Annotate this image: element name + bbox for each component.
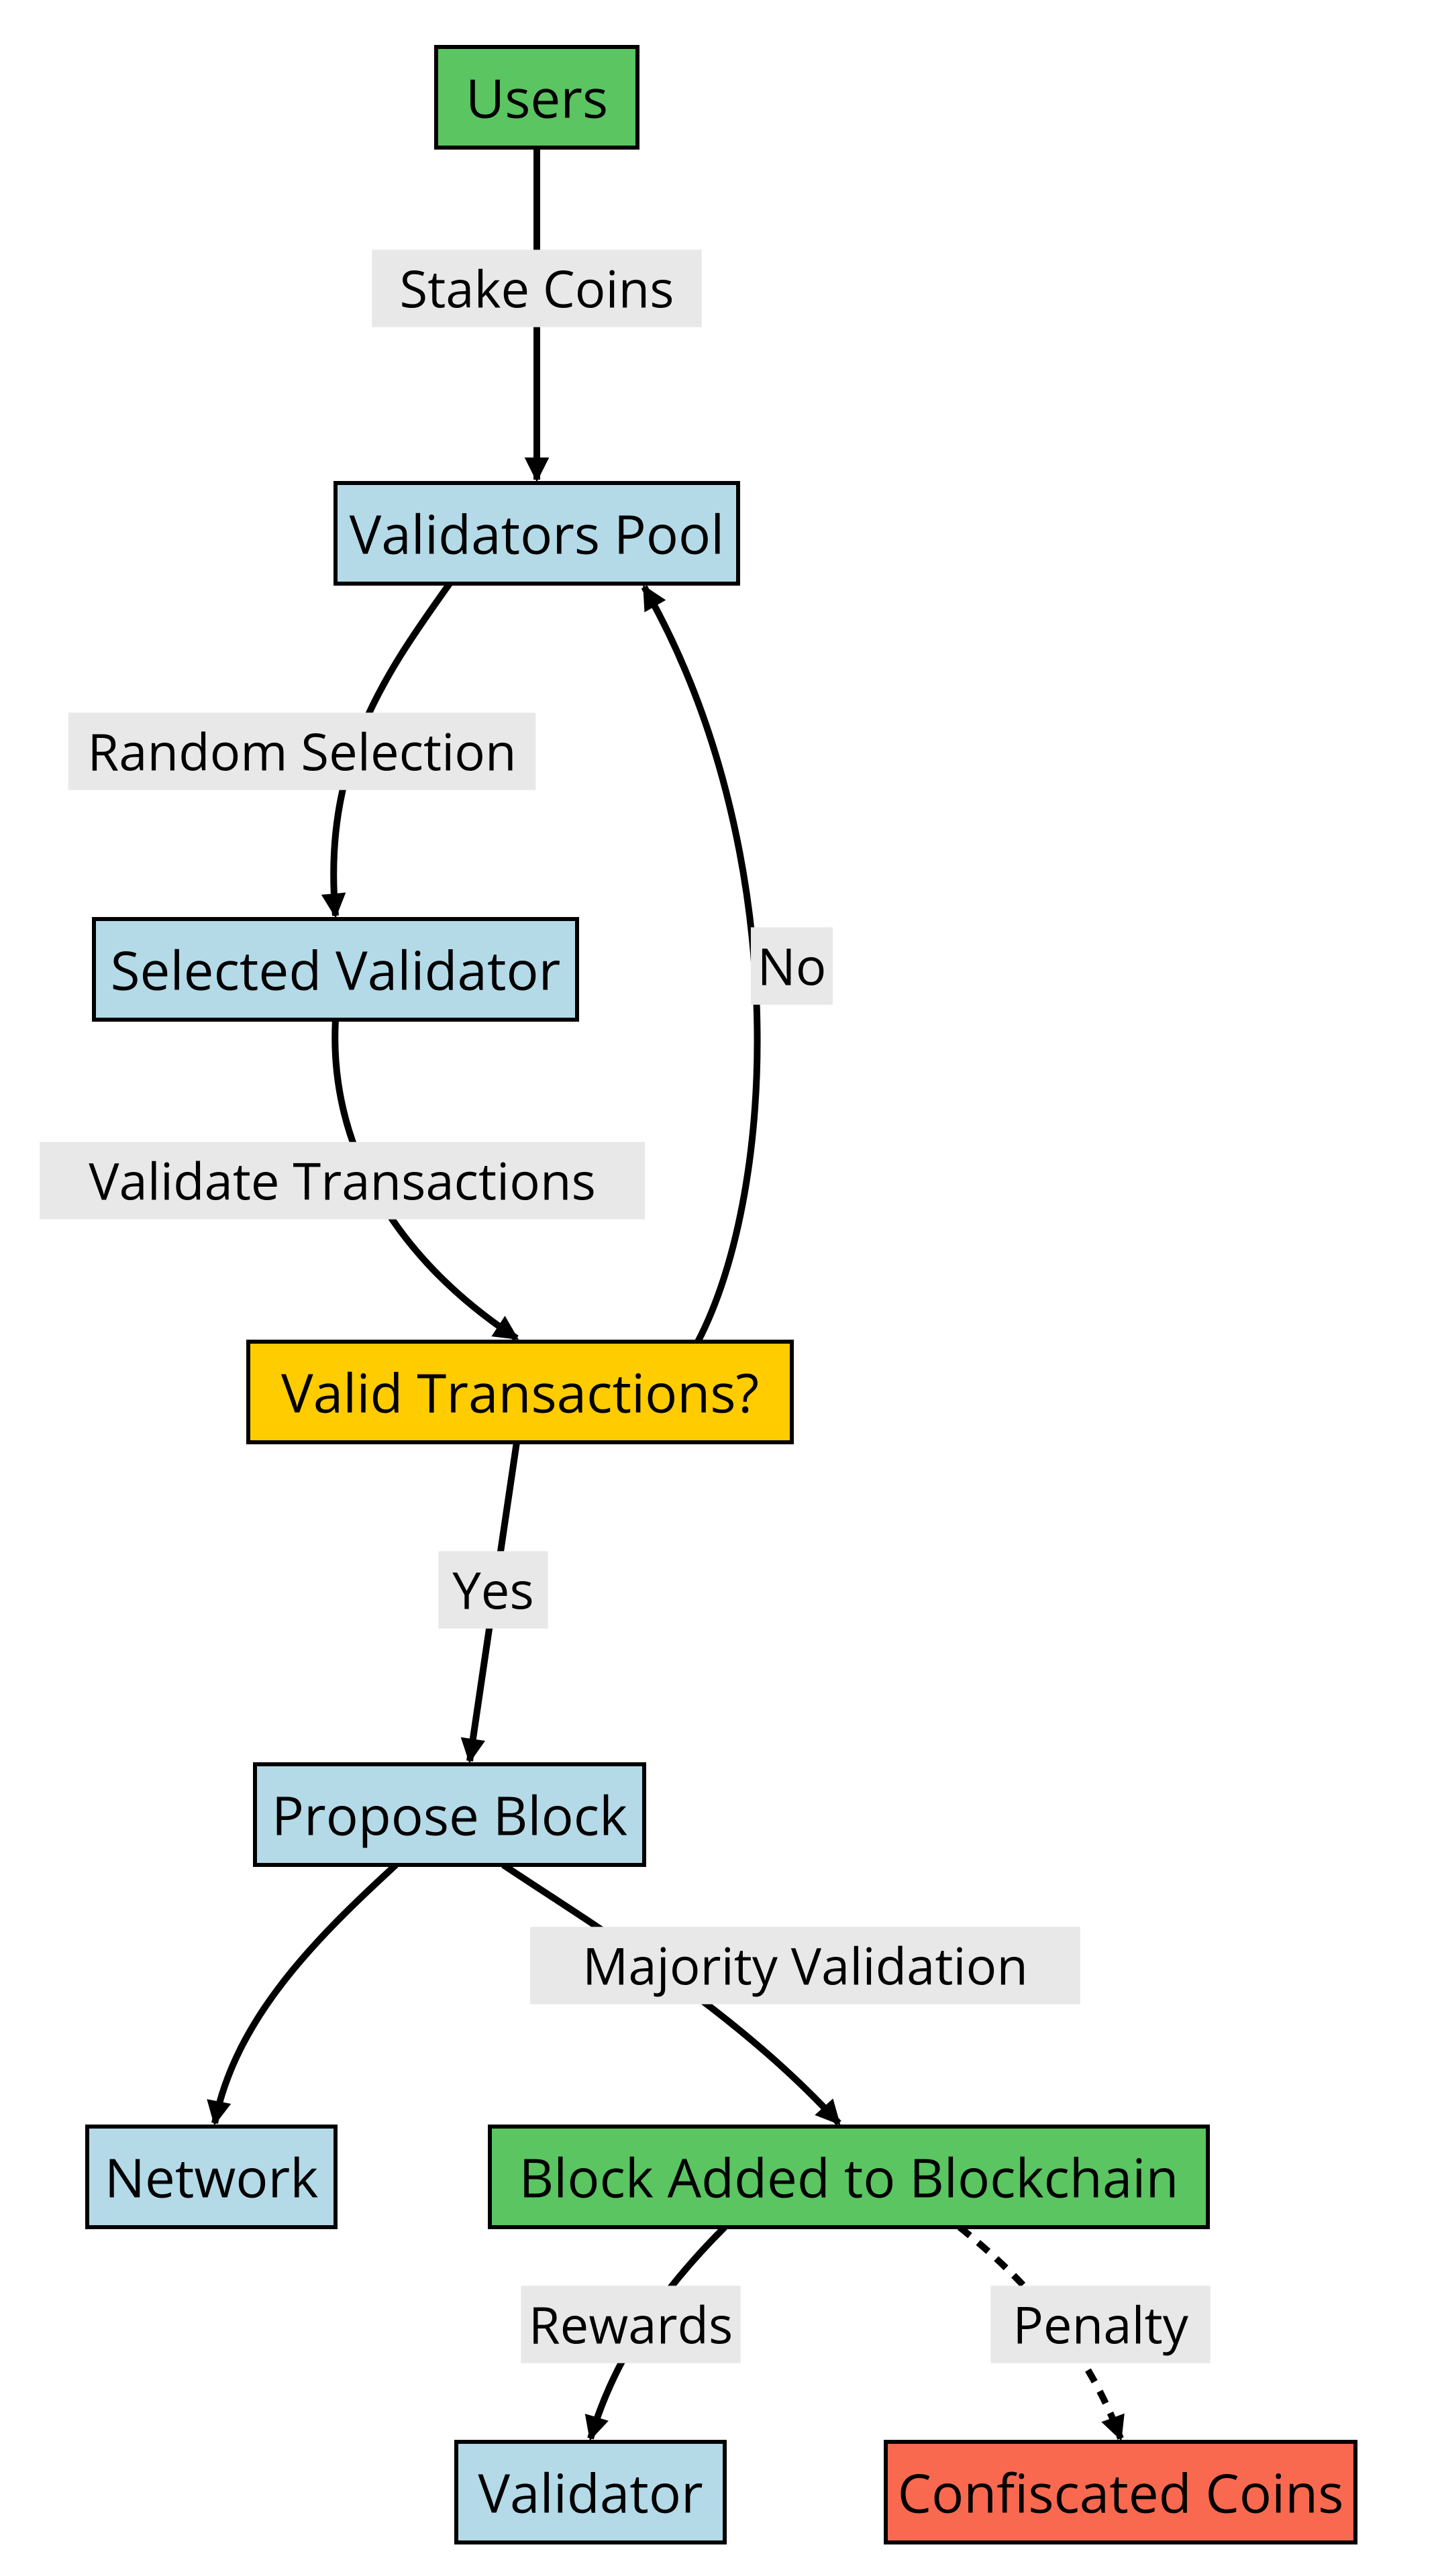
node-pool-label: Validators Pool xyxy=(350,497,725,570)
node-added-label: Block Added to Blockchain xyxy=(519,2141,1178,2214)
svg-text:No: No xyxy=(758,932,827,1001)
node-users-label: Users xyxy=(466,61,608,134)
edge-label-valid-to-pool: No xyxy=(751,927,833,1004)
svg-text:Rewards: Rewards xyxy=(529,2290,733,2359)
node-propose: Propose Block xyxy=(255,1764,644,1865)
edge-label-selected-to-valid: Validate Transactions xyxy=(40,1142,645,1219)
flowchart-diagram: Stake Coins Random Selection Validate Tran… xyxy=(0,0,1438,2576)
edge-label-users-to-pool: Stake Coins xyxy=(372,250,701,327)
node-network-label: Network xyxy=(105,2141,319,2214)
edge-label-valid-to-propose: Yes xyxy=(438,1551,548,1628)
node-selected: Selected Validator xyxy=(94,919,577,1020)
node-propose-label: Propose Block xyxy=(272,1778,627,1851)
node-users: Users xyxy=(436,47,637,148)
node-confiscate: Confiscated Coins xyxy=(886,2442,1355,2542)
node-network: Network xyxy=(87,2127,336,2227)
node-validator-label: Validator xyxy=(478,2456,703,2529)
edge-label-propose-to-added: Majority Validation xyxy=(530,1927,1080,2004)
node-added: Block Added to Blockchain xyxy=(490,2127,1208,2227)
edge-propose-to-network xyxy=(215,1865,396,2123)
svg-text:Random Selection: Random Selection xyxy=(87,717,516,786)
node-valid: Valid Transactions? xyxy=(248,1342,792,1442)
node-pool: Validators Pool xyxy=(336,483,738,584)
edge-valid-to-pool xyxy=(644,587,758,1342)
node-validator: Validator xyxy=(456,2442,725,2542)
svg-text:Validate Transactions: Validate Transactions xyxy=(89,1146,596,1216)
node-valid-label: Valid Transactions? xyxy=(281,1356,759,1429)
svg-text:Stake Coins: Stake Coins xyxy=(400,254,674,323)
svg-text:Yes: Yes xyxy=(452,1556,533,1625)
node-selected-label: Selected Validator xyxy=(111,933,561,1006)
edge-label-added-to-validator: Rewards xyxy=(521,2286,740,2363)
edge-label-pool-to-selected: Random Selection xyxy=(68,712,536,790)
edge-label-added-to-confiscate: Penalty xyxy=(990,2286,1210,2363)
svg-text:Majority Validation: Majority Validation xyxy=(582,1931,1028,2000)
node-confiscate-label: Confiscated Coins xyxy=(898,2456,1344,2529)
svg-text:Penalty: Penalty xyxy=(1013,2290,1189,2359)
